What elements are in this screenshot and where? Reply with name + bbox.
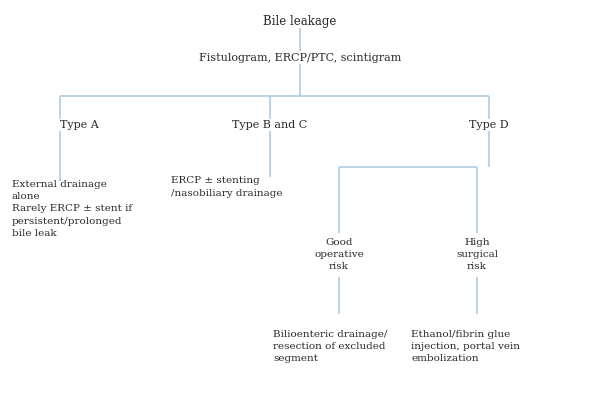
Text: Ethanol/fibrin glue
injection, portal vein
embolization: Ethanol/fibrin glue injection, portal ve…: [411, 330, 520, 363]
Text: Type B and C: Type B and C: [232, 120, 308, 131]
Text: ERCP ± stenting
/nasobiliary drainage: ERCP ± stenting /nasobiliary drainage: [171, 176, 283, 198]
Text: External drainage
alone
Rarely ERCP ± stent if
persistent/prolonged
bile leak: External drainage alone Rarely ERCP ± st…: [12, 180, 132, 238]
Text: Type A: Type A: [60, 120, 99, 131]
Text: Bilioenteric drainage/
resection of excluded
segment: Bilioenteric drainage/ resection of excl…: [273, 330, 388, 363]
Text: Type D: Type D: [469, 120, 509, 131]
Text: Good
operative
risk: Good operative risk: [314, 238, 364, 271]
Text: Bile leakage: Bile leakage: [263, 16, 337, 28]
Text: Fistulogram, ERCP/PTC, scintigram: Fistulogram, ERCP/PTC, scintigram: [199, 53, 401, 63]
Text: High
surgical
risk: High surgical risk: [456, 238, 498, 271]
